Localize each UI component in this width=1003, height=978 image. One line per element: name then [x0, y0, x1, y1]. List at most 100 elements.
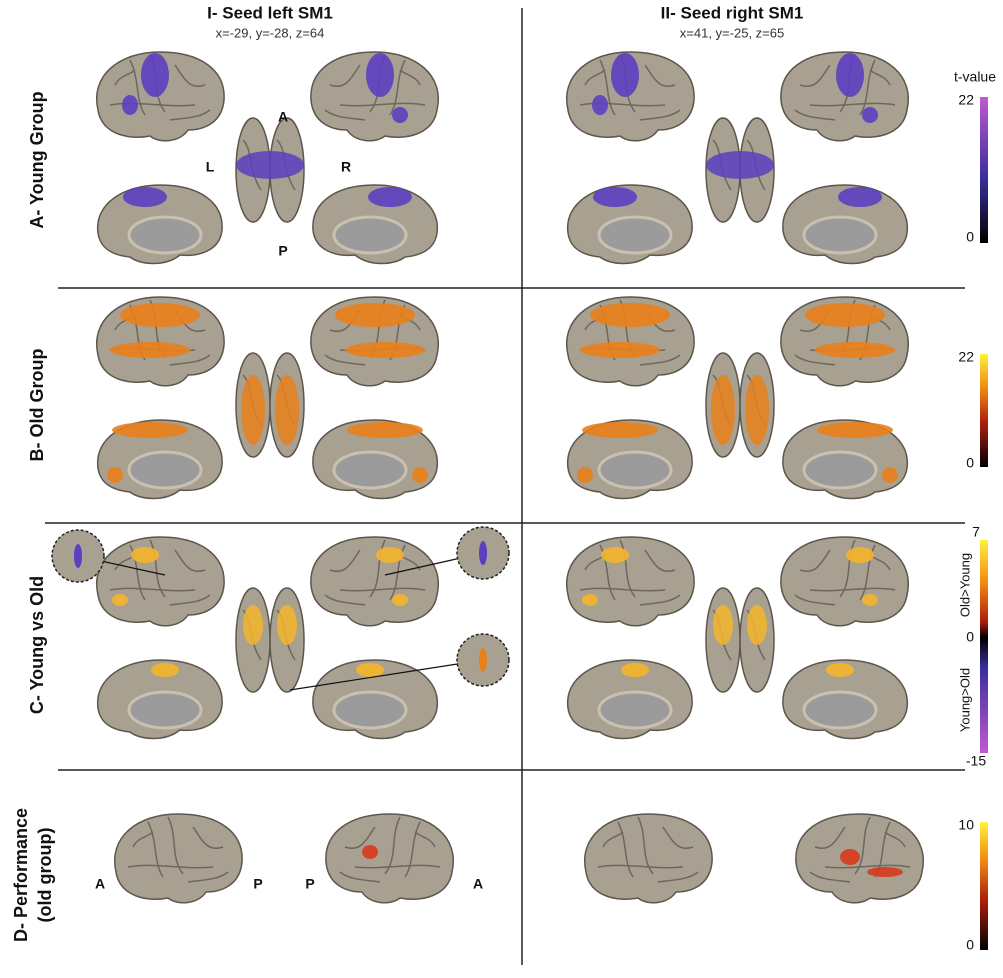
row-label: C- Young vs Old [27, 576, 47, 714]
sulcus [584, 69, 606, 86]
activation [593, 187, 637, 207]
activation [112, 422, 188, 438]
activation [151, 663, 179, 677]
row-label: D- Performance [11, 808, 31, 942]
sulcus [794, 109, 836, 121]
activation [141, 53, 169, 97]
seed-coordinates: x=-29, y=-28, z=64 [216, 25, 325, 40]
sulcus [799, 549, 831, 572]
row-label: B- Old Group [27, 349, 47, 462]
activation [335, 303, 415, 327]
sulcus [384, 816, 401, 875]
activation [611, 53, 639, 97]
brain [705, 352, 775, 458]
sulcus [147, 821, 164, 878]
orientation-label: L [206, 159, 215, 175]
activation [366, 53, 394, 97]
sulcus [129, 544, 146, 601]
activation [243, 605, 263, 645]
column-title: I- Seed left SM1 [207, 3, 333, 22]
column-title: II- Seed right SM1 [661, 3, 804, 22]
brain [565, 296, 695, 387]
brain [312, 419, 438, 500]
colorbar-label: 0 [966, 229, 974, 245]
activation [580, 342, 660, 358]
sulcus [619, 539, 636, 598]
colorbar [980, 354, 988, 467]
activation [882, 467, 898, 483]
cortex [310, 536, 440, 627]
activation [122, 95, 138, 115]
brain [780, 51, 910, 142]
activation [711, 375, 735, 445]
medial-wall [802, 215, 878, 255]
brain [312, 184, 438, 265]
sulcus [354, 864, 441, 869]
sulcus [599, 544, 616, 601]
sulcus [824, 864, 911, 869]
colorbar-label: 22 [958, 92, 974, 108]
zoom-line [289, 659, 484, 691]
activation [747, 605, 767, 645]
activation [706, 151, 774, 179]
sulcus [109, 102, 196, 107]
colorbar-label: 7 [972, 524, 980, 540]
sulcus [329, 549, 361, 572]
activation [592, 95, 608, 115]
brain [95, 296, 225, 387]
activation [745, 375, 769, 445]
colorbar [980, 822, 988, 950]
activation [479, 648, 487, 672]
activation [590, 303, 670, 327]
brain [705, 117, 775, 223]
orientation-label: R [341, 159, 351, 175]
colorbar-label: -15 [966, 753, 986, 769]
sulcus [344, 826, 376, 849]
activation [112, 594, 128, 606]
colorbar-label: 0 [966, 937, 974, 953]
sulcus [639, 109, 681, 121]
sulcus [109, 587, 196, 592]
sulcus [859, 544, 876, 601]
brain [235, 587, 305, 693]
activation [236, 151, 304, 179]
brain-renderings [51, 51, 925, 904]
sulcus [169, 109, 211, 121]
sulcus [639, 594, 681, 606]
sulcus [129, 59, 146, 116]
orientation-label: P [253, 876, 262, 892]
activation [120, 303, 200, 327]
cortex [113, 813, 243, 904]
activation [275, 375, 299, 445]
sulcus [579, 587, 666, 592]
activation [846, 547, 874, 563]
sulcus [174, 64, 206, 87]
sulcus [794, 354, 836, 366]
cortex [95, 536, 225, 627]
sulcus [339, 587, 426, 592]
sulcus [149, 539, 166, 598]
medial-wall [597, 450, 673, 490]
brain [782, 659, 908, 740]
brain [310, 296, 440, 387]
medial-wall [332, 690, 408, 730]
sulcus [324, 354, 366, 366]
activation [862, 107, 878, 123]
sulcus [114, 69, 136, 86]
brain [567, 419, 693, 500]
medial-wall [597, 215, 673, 255]
brain [567, 659, 693, 740]
colorbar-side-label: Old>Young [957, 553, 972, 617]
activation [582, 422, 658, 438]
medial-wall [802, 450, 878, 490]
orientation-label: A [95, 876, 105, 892]
sulcus [597, 864, 684, 869]
colorbar-side-label: Young>Old [957, 668, 972, 732]
medial-wall [127, 450, 203, 490]
colorbar [980, 97, 988, 243]
row-label: (old group) [35, 828, 55, 923]
activation [582, 594, 598, 606]
sulcus [884, 831, 906, 848]
activation [817, 422, 893, 438]
activation [412, 467, 428, 483]
